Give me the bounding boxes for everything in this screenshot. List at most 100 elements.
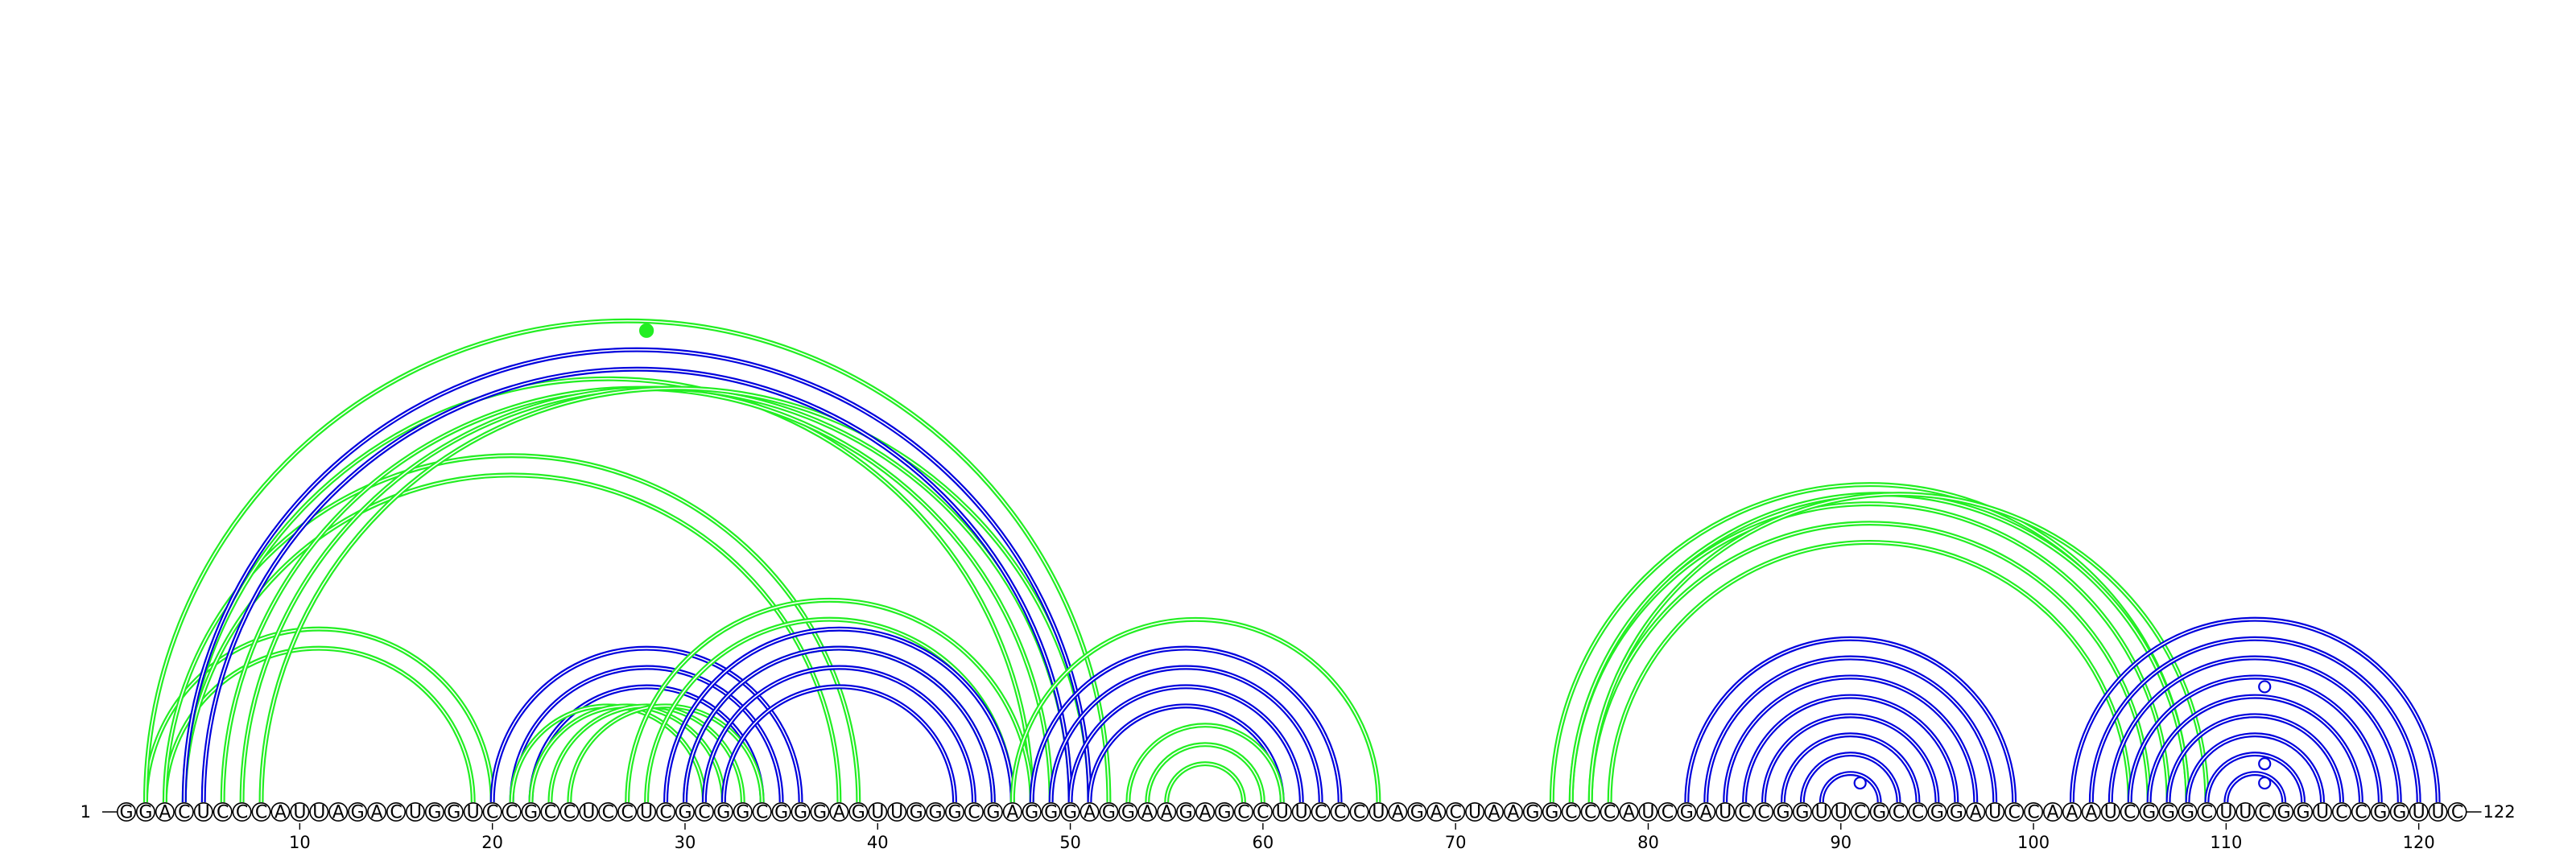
nucleotide-letter: G bbox=[1025, 803, 1038, 823]
nucleotide-circle bbox=[213, 801, 233, 822]
nucleotide-circle bbox=[771, 801, 791, 822]
nucleotide-circle bbox=[1060, 801, 1080, 822]
nucleotide-circle bbox=[1465, 801, 1485, 822]
nucleotide-circle bbox=[1176, 801, 1196, 822]
nucleotide-circle bbox=[193, 801, 213, 822]
nucleotide-26: C bbox=[598, 801, 618, 823]
nucleotide-83: A bbox=[1696, 801, 1716, 823]
nucleotide-letter: G bbox=[138, 803, 152, 823]
nucleotide-86: C bbox=[1754, 801, 1774, 823]
nucleotide-109: C bbox=[2197, 801, 2217, 823]
nucleotide-40: U bbox=[868, 801, 888, 823]
nucleotide-letter: C bbox=[621, 803, 633, 823]
nucleotide-66: U bbox=[1368, 801, 1389, 823]
nucleotide-9: A bbox=[270, 801, 291, 823]
nucleotide-57: A bbox=[1195, 801, 1216, 823]
marker-open-2 bbox=[2258, 776, 2272, 790]
arc-109-114-inner bbox=[2206, 753, 2304, 803]
nucleotide-letter: U bbox=[2432, 803, 2445, 823]
nucleotide-115: U bbox=[2313, 801, 2333, 823]
nucleotide-circle bbox=[290, 801, 310, 822]
nucleotide-letter: G bbox=[2373, 803, 2387, 823]
arc-4-51-inner bbox=[183, 348, 1091, 803]
arc-88-93-outer bbox=[1799, 752, 1901, 803]
nucleotide-letter: C bbox=[698, 803, 710, 823]
nucleotide-circle bbox=[1600, 801, 1620, 822]
arc-4-38-inner bbox=[183, 474, 840, 803]
arc-109-114-outer bbox=[2204, 752, 2306, 803]
arc-110-113-outer bbox=[2223, 771, 2287, 803]
nucleotide-letter: C bbox=[2335, 803, 2347, 823]
nucleotide-circle bbox=[1735, 801, 1755, 822]
nucleotide-43: G bbox=[926, 801, 946, 823]
nucleotide-letter: U bbox=[2413, 803, 2425, 823]
arc-54-60-outer bbox=[1145, 742, 1265, 803]
nucleotide-91: C bbox=[1850, 801, 1870, 823]
arc-86-95-inner bbox=[1763, 715, 1938, 803]
nucleotide-79: A bbox=[1619, 801, 1639, 823]
arc-75-108-outer bbox=[1549, 482, 2190, 803]
arc-2-52-inner bbox=[145, 320, 1110, 803]
nucleotide-letter: A bbox=[1488, 803, 1500, 823]
nucleotide-circle bbox=[868, 801, 888, 822]
arc-27-48-inner bbox=[626, 599, 1033, 803]
nucleotide-101: A bbox=[2043, 801, 2063, 823]
marker-open-4 bbox=[2258, 680, 2272, 694]
nucleotide-circle bbox=[1041, 801, 1061, 822]
nucleotide-letter: C bbox=[2259, 803, 2271, 823]
arc-88-93-inner bbox=[1802, 753, 1900, 803]
nucleotide-63: C bbox=[1311, 801, 1331, 823]
nucleotide-letter: C bbox=[1584, 803, 1596, 823]
nucleotide-60: C bbox=[1253, 801, 1273, 823]
nucleotide-letter: A bbox=[2066, 803, 2078, 823]
nucleotide-letter: A bbox=[2085, 803, 2097, 823]
nucleotide-letter: C bbox=[1257, 803, 1269, 823]
nucleotide-14: A bbox=[367, 801, 387, 823]
arc-8-51-inner bbox=[260, 387, 1091, 803]
nucleotide-48: G bbox=[1022, 801, 1042, 823]
nucleotide-letter: U bbox=[1835, 803, 1847, 823]
nucleotide-letter: C bbox=[1565, 803, 1577, 823]
arc-49-63-inner bbox=[1050, 666, 1322, 803]
nucleotide-120: U bbox=[2409, 801, 2429, 823]
nucleotide-circle bbox=[1022, 801, 1042, 822]
nucleotide-circle bbox=[1638, 801, 1658, 822]
nucleotide-circle bbox=[2216, 801, 2236, 822]
nucleotide-15: C bbox=[386, 801, 407, 823]
arc-82-99-outer bbox=[1684, 636, 2017, 803]
nucleotide-circle bbox=[1985, 801, 2005, 822]
nucleotide-96: G bbox=[1946, 801, 1967, 823]
nucleotide-99: C bbox=[2004, 801, 2025, 823]
nucleotide-circle bbox=[1696, 801, 1716, 822]
nucleotide-82: G bbox=[1677, 801, 1697, 823]
nucleotide-67: A bbox=[1388, 801, 1408, 823]
nucleotide-2: G bbox=[135, 801, 155, 823]
nucleotide-circle bbox=[2389, 801, 2409, 822]
nucleotide-letter: U bbox=[467, 803, 480, 823]
nucleotide-37: G bbox=[810, 801, 830, 823]
nucleotide-circle bbox=[1002, 801, 1022, 822]
tick-layer: 10 20 30 40 50 60 70 80 90 100 110 120 bbox=[289, 823, 2435, 852]
nucleotide-93: C bbox=[1889, 801, 1909, 823]
nucleotide-circle bbox=[174, 801, 194, 822]
nucleotide-114: G bbox=[2293, 801, 2314, 823]
arc-104-119-inner bbox=[2109, 657, 2401, 803]
nucleotide-circle bbox=[983, 801, 1003, 822]
nucleotide-letter: U bbox=[1988, 803, 2001, 823]
nucleotide-letter: G bbox=[929, 803, 943, 823]
nucleotide-circle bbox=[1889, 801, 1909, 822]
nucleotide-30: G bbox=[675, 801, 695, 823]
nucleotide-circle bbox=[1831, 801, 1851, 822]
nucleotide-87: G bbox=[1773, 801, 1793, 823]
nucleotide-letter: C bbox=[255, 803, 267, 823]
nucleotide-54: A bbox=[1137, 801, 1158, 823]
nucleotide-circle bbox=[944, 801, 964, 822]
nucleotide-letter: C bbox=[2008, 803, 2020, 823]
nucleotide-letter: A bbox=[1430, 803, 1443, 823]
nucleotide-circle bbox=[964, 801, 984, 822]
nucleotide-letter: C bbox=[506, 803, 518, 823]
nucleotide-58: G bbox=[1215, 801, 1235, 823]
nucleotide-circle bbox=[2235, 801, 2256, 822]
